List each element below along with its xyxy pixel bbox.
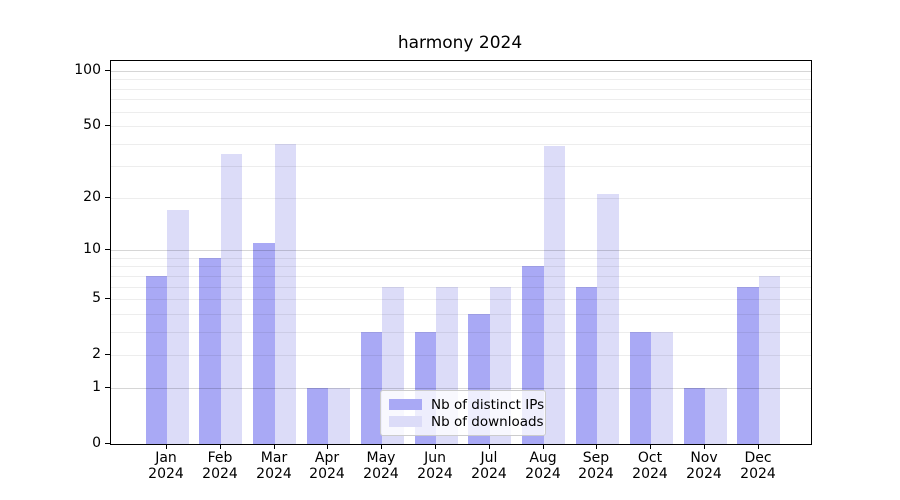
chart-title: harmony 2024	[397, 33, 523, 53]
bar-distinct-ips	[737, 286, 759, 444]
legend-swatch-distinct-ips	[389, 399, 422, 410]
x-axis-tick-label: Sep 2024	[578, 450, 614, 482]
legend-label-distinct-ips: Nb of distinct IPs	[431, 396, 545, 413]
x-axis-tick-label: Jun 2024	[417, 450, 453, 482]
x-axis-tick-label: Oct 2024	[632, 450, 668, 482]
x-axis-tick-label: Jan 2024	[148, 450, 184, 482]
y-axis-tick-label: 100	[74, 62, 101, 78]
bar-downloads	[167, 210, 189, 444]
legend-entry-distinct-ips: Nb of distinct IPs	[389, 396, 544, 413]
x-axis-tick-label: May 2024	[363, 450, 399, 482]
gridline	[111, 166, 811, 167]
legend: Nb of distinct IPs Nb of downloads	[380, 390, 546, 436]
y-axis-tick-label: 5	[92, 290, 101, 306]
gridline	[111, 332, 811, 333]
x-axis-tick-label: Apr 2024	[309, 450, 345, 482]
legend-label-downloads: Nb of downloads	[431, 413, 544, 430]
bar-downloads	[220, 154, 243, 444]
bar-distinct-ips	[360, 331, 383, 444]
bar-downloads	[651, 331, 673, 444]
gridline	[111, 126, 811, 127]
gridline	[111, 89, 811, 90]
x-axis-tick	[543, 444, 544, 449]
x-axis-tick	[166, 444, 167, 449]
bar-downloads	[328, 387, 350, 444]
x-axis-tick	[489, 444, 490, 449]
x-axis-tick-label: Nov 2024	[686, 450, 722, 482]
y-axis-tick-label: 0	[92, 435, 101, 451]
x-axis-tick-label: Feb 2024	[202, 450, 238, 482]
gridline	[111, 276, 811, 277]
bar-downloads	[758, 275, 781, 444]
gridline	[111, 112, 811, 113]
gridline	[111, 79, 811, 80]
gridline	[111, 266, 811, 267]
gridline	[111, 314, 811, 315]
x-axis-tick-label: Mar 2024	[256, 450, 292, 482]
y-axis-tick-label: 1	[92, 379, 101, 395]
x-axis-tick	[758, 444, 759, 449]
gridline	[111, 355, 811, 356]
y-axis-tick-label: 2	[92, 346, 101, 362]
y-axis-tick	[105, 387, 110, 388]
x-axis-tick	[704, 444, 705, 449]
plot-area	[110, 60, 812, 445]
y-axis-tick	[105, 443, 110, 444]
gridline	[111, 388, 811, 389]
x-axis-tick	[435, 444, 436, 449]
y-axis-tick	[105, 354, 110, 355]
x-axis-tick-label: Aug 2024	[525, 450, 561, 482]
bar-downloads	[543, 145, 566, 444]
gridline	[111, 258, 811, 259]
y-axis-tick-label: 20	[83, 189, 101, 205]
x-axis-tick	[596, 444, 597, 449]
x-axis-tick	[274, 444, 275, 449]
y-axis-tick-label: 10	[83, 241, 101, 257]
bar-downloads	[274, 143, 297, 444]
bar-distinct-ips	[199, 257, 221, 444]
x-axis-tick	[650, 444, 651, 449]
x-axis-tick	[381, 444, 382, 449]
y-axis-tick	[105, 298, 110, 299]
bar-distinct-ips	[253, 243, 275, 444]
gridline	[111, 250, 811, 251]
x-axis-tick	[220, 444, 221, 449]
x-axis-tick-label: Dec 2024	[740, 450, 776, 482]
bar-distinct-ips	[683, 387, 705, 444]
bar-distinct-ips	[629, 331, 652, 444]
x-axis-tick-label: Jul 2024	[471, 450, 507, 482]
gridline	[111, 99, 811, 100]
gridline	[111, 287, 811, 288]
gridline	[111, 198, 811, 199]
bar-downloads	[597, 194, 619, 444]
bar-distinct-ips	[145, 275, 167, 444]
y-axis-tick	[105, 70, 110, 71]
bar-distinct-ips	[306, 387, 329, 444]
legend-entry-downloads: Nb of downloads	[389, 413, 544, 430]
y-axis-tick	[105, 249, 110, 250]
y-axis-tick	[105, 197, 110, 198]
bar-distinct-ips	[575, 286, 598, 444]
x-axis-tick	[327, 444, 328, 449]
y-axis-tick	[105, 125, 110, 126]
gridline	[111, 144, 811, 145]
y-axis-tick-label: 50	[83, 117, 101, 133]
legend-swatch-downloads	[389, 416, 422, 427]
gridline	[111, 299, 811, 300]
bar-downloads	[705, 387, 727, 444]
gridline	[111, 71, 811, 72]
